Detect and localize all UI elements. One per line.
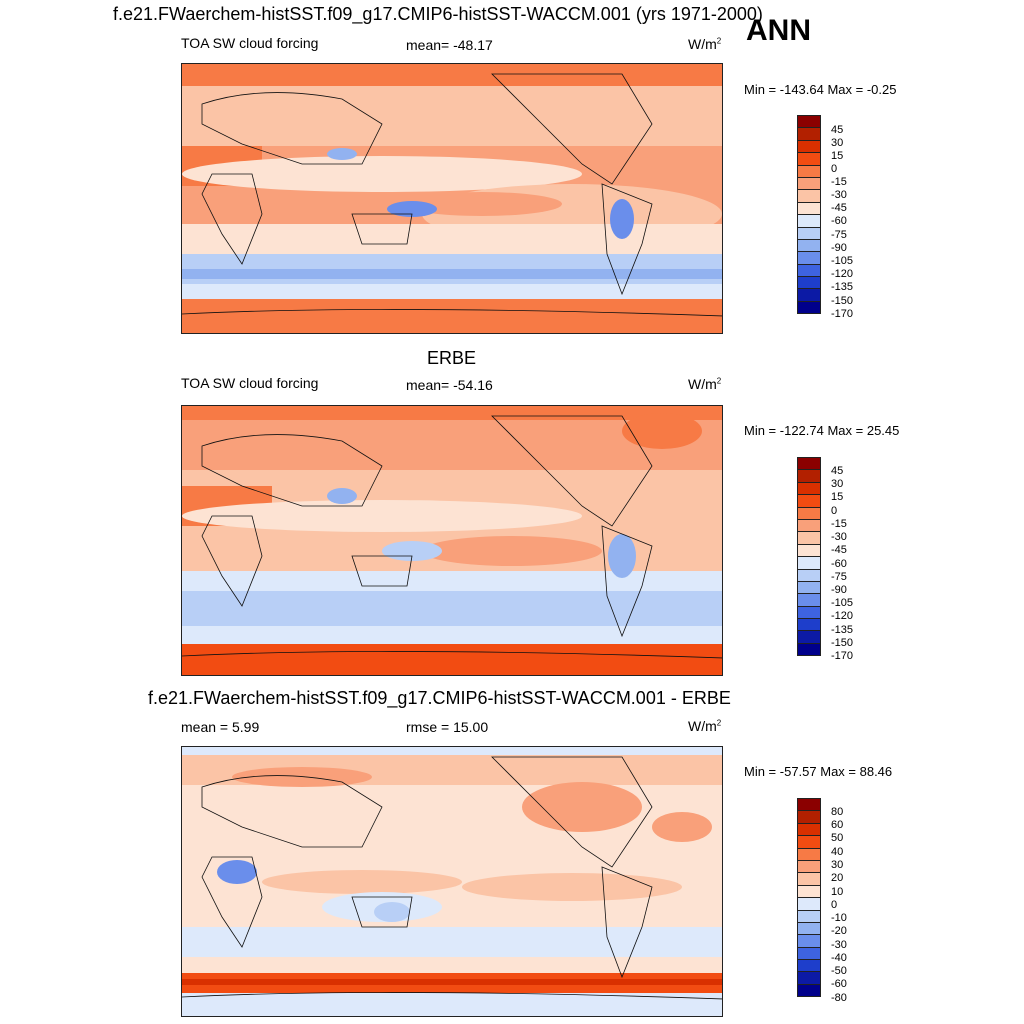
middle-units-label: W/m2 bbox=[688, 376, 722, 392]
colorbar-tick-label: 45 bbox=[831, 124, 844, 136]
colorbar-tick-label: -45 bbox=[831, 544, 847, 556]
middle-map bbox=[181, 405, 723, 676]
colorbar-tick-label: 15 bbox=[831, 150, 844, 162]
colorbar-tick-label: -10 bbox=[831, 912, 847, 924]
colorbar-tick-label: -90 bbox=[831, 242, 847, 254]
top-colorbar bbox=[797, 115, 821, 315]
model-title: f.e21.FWaerchem-histSST.f09_g17.CMIP6-hi… bbox=[113, 4, 763, 24]
colorbar-tick-label: 30 bbox=[831, 478, 844, 490]
middle-mean-label: mean= -54.16 bbox=[406, 377, 493, 393]
colorbar-tick-label: -75 bbox=[831, 229, 847, 241]
bottom-rmse-label: rmse = 15.00 bbox=[406, 719, 489, 735]
colorbar-tick-label: -170 bbox=[831, 650, 854, 662]
colorbar-tick-label: -75 bbox=[831, 571, 847, 583]
colorbar-tick-label: -120 bbox=[831, 610, 854, 622]
colorbar-tick-label: -30 bbox=[831, 189, 847, 201]
bottom-colorbar bbox=[797, 798, 821, 998]
colorbar-tick-label: -45 bbox=[831, 202, 847, 214]
obs-title: ERBE bbox=[427, 348, 477, 368]
colorbar-tick-label: -15 bbox=[831, 176, 847, 188]
top-map bbox=[181, 63, 723, 334]
colorbar-tick-label: 0 bbox=[831, 505, 838, 517]
colorbar-tick-label: -60 bbox=[831, 215, 847, 227]
colorbar-tick-label: -30 bbox=[831, 531, 847, 543]
colorbar-tick-label: -60 bbox=[831, 978, 847, 990]
middle-minmax-label: Min = -122.74 Max = 25.45 bbox=[744, 423, 900, 438]
colorbar-tick-label: -15 bbox=[831, 518, 847, 530]
colorbar-tick-label: -150 bbox=[831, 637, 854, 649]
bottom-units-label: W/m2 bbox=[688, 718, 722, 734]
colorbar-tick-label: -80 bbox=[831, 992, 847, 1004]
difference-title: f.e21.FWaerchem-histSST.f09_g17.CMIP6-hi… bbox=[148, 688, 731, 708]
colorbar-tick-label: -105 bbox=[831, 597, 854, 609]
colorbar-tick-label: -150 bbox=[831, 295, 854, 307]
bottom-map bbox=[181, 746, 723, 1017]
colorbar-tick-label: 30 bbox=[831, 859, 844, 871]
colorbar-tick-label: 80 bbox=[831, 806, 844, 818]
colorbar-tick-label: 15 bbox=[831, 491, 844, 503]
colorbar-tick-label: -135 bbox=[831, 624, 854, 636]
middle-colorbar bbox=[797, 457, 821, 657]
colorbar-tick-label: 10 bbox=[831, 886, 844, 898]
colorbar-tick-label: -105 bbox=[831, 255, 854, 267]
colorbar-tick-label: -60 bbox=[831, 558, 847, 570]
season-label: ANN bbox=[746, 14, 811, 47]
colorbar-tick-label: 45 bbox=[831, 465, 844, 477]
colorbar-tick-label: 60 bbox=[831, 819, 844, 831]
colorbar-tick-label: -30 bbox=[831, 939, 847, 951]
bottom-minmax-label: Min = -57.57 Max = 88.46 bbox=[744, 764, 893, 779]
colorbar-tick-label: 0 bbox=[831, 899, 838, 911]
top-variable-label: TOA SW cloud forcing bbox=[181, 35, 319, 51]
top-minmax-label: Min = -143.64 Max = -0.25 bbox=[744, 82, 897, 97]
colorbar-tick-label: 20 bbox=[831, 872, 844, 884]
colorbar-tick-label: -50 bbox=[831, 965, 847, 977]
top-units-label: W/m2 bbox=[688, 36, 722, 52]
colorbar-tick-label: -120 bbox=[831, 268, 854, 280]
colorbar-tick-label: 40 bbox=[831, 846, 844, 858]
colorbar-tick-label: 50 bbox=[831, 832, 844, 844]
middle-variable-label: TOA SW cloud forcing bbox=[181, 375, 319, 391]
colorbar-tick-label: -90 bbox=[831, 584, 847, 596]
top-mean-label: mean= -48.17 bbox=[406, 37, 493, 53]
colorbar-tick-label: -135 bbox=[831, 281, 854, 293]
bottom-mean-label: mean = 5.99 bbox=[181, 719, 260, 735]
colorbar-tick-label: -170 bbox=[831, 308, 854, 320]
colorbar-tick-label: -20 bbox=[831, 925, 847, 937]
colorbar-tick-label: 30 bbox=[831, 137, 844, 149]
colorbar-tick-label: 0 bbox=[831, 163, 838, 175]
colorbar-tick-label: -40 bbox=[831, 952, 847, 964]
